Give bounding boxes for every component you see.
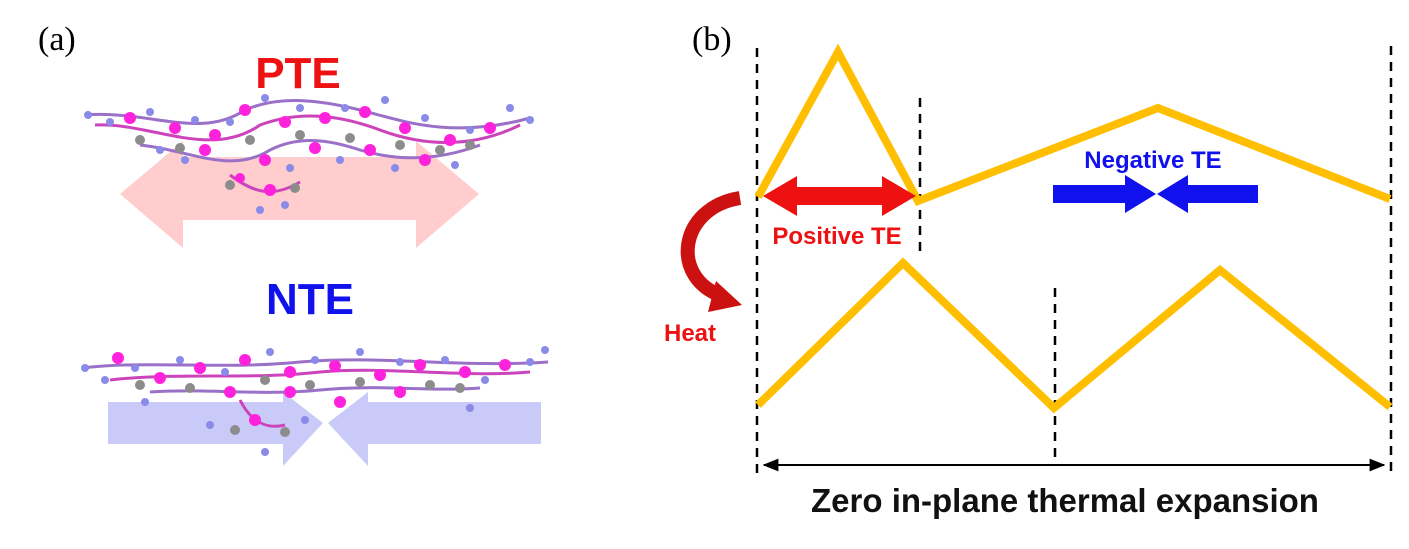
negative-te-label: Negative TE bbox=[1084, 147, 1221, 174]
panel-b-label: (b) bbox=[692, 21, 732, 58]
nte-title: NTE bbox=[266, 275, 354, 324]
dashed-guides bbox=[755, 46, 1393, 478]
pte-title: PTE bbox=[255, 49, 341, 98]
nte-molecule bbox=[81, 346, 549, 456]
panel-b: (b) Positive TE Negative TE Heat bbox=[664, 21, 1393, 519]
heat-label: Heat bbox=[664, 320, 716, 347]
negative-te-arrow-left bbox=[1053, 175, 1156, 213]
panel-a: (a) PTE bbox=[38, 21, 549, 466]
pte-expansion-arrow bbox=[120, 141, 479, 248]
bottom-waveform bbox=[755, 257, 1393, 414]
positive-te-arrow bbox=[763, 176, 916, 216]
positive-te-label: Positive TE bbox=[772, 223, 901, 250]
nte-right-arrow bbox=[328, 392, 541, 466]
zero-expansion-caption: Zero in-plane thermal expansion bbox=[811, 482, 1319, 519]
negative-te-arrow-right bbox=[1157, 175, 1258, 213]
panel-a-label: (a) bbox=[38, 21, 76, 58]
heat-arrow bbox=[680, 191, 742, 312]
nte-left-arrow bbox=[108, 392, 323, 466]
pte-molecule bbox=[84, 94, 534, 214]
top-waveform bbox=[754, 43, 1392, 207]
negative-te-arrows bbox=[1053, 175, 1258, 213]
